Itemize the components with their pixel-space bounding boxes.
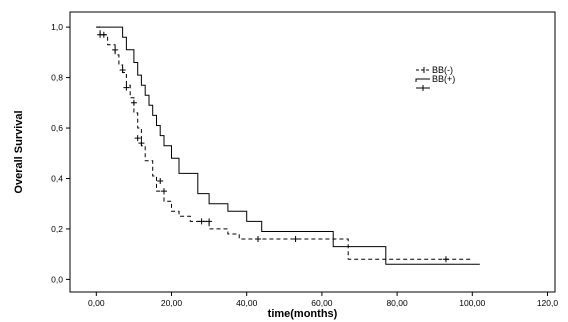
legend-layer: BB(-)BB(+) [415,65,455,91]
survival-curve-line [96,26,480,265]
censor-mark [292,236,299,243]
censor-mark [119,67,126,74]
legend-label-bb-negative: BB(-) [432,65,453,75]
series-bb-positive [96,26,480,265]
survival-curve-line [96,26,473,260]
legend-censor-symbol [416,85,430,91]
series-layer [96,26,480,265]
x-tick-label: 120,0 [537,298,559,308]
axes-layer: 0,0 0,2 0,4 0,6 0,8 1,0 0,00 20,00 40,00 60,00 80,… [13,11,559,320]
y-tick-label: 0,2 [51,224,63,234]
censor-mark [100,31,107,38]
x-tick-label: 0,00 [88,298,105,308]
x-tick-label: 80,00 [386,298,408,308]
censor-mark [157,178,164,185]
x-axis-title: time(months) [268,308,338,320]
y-tick-label: 1,0 [51,22,63,32]
plot-frame [69,11,556,293]
censor-mark [138,140,145,147]
x-tick-label: 60,00 [311,298,333,308]
series-bb-negative [96,26,473,263]
censor-mark [254,236,261,243]
x-tick-label: 20,00 [161,298,183,308]
censor-mark [160,188,167,195]
censor-mark [130,99,137,106]
x-tick-label: 100,00 [459,298,485,308]
censor-mark [112,46,119,53]
censor-mark [198,218,205,225]
y-tick-label: 0,0 [51,274,63,284]
censor-mark [442,256,449,263]
censor-mark [206,218,213,225]
y-tick-label: 0,4 [51,173,63,183]
x-tick-label: 40,00 [236,298,258,308]
censor-mark [123,84,130,91]
legend-swatch-bb-positive [415,78,430,82]
y-axis-title: Overall Survival [13,110,25,193]
y-tick-label: 0,8 [51,73,63,83]
y-tick-label: 0,6 [51,123,63,133]
censor-mark [134,135,141,142]
legend-label-bb-positive: BB(+) [432,74,455,84]
